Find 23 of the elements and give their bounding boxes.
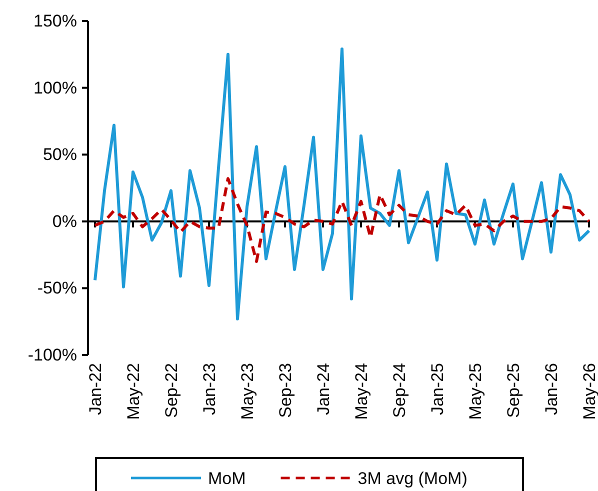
x-tick-label: May-25 [466,363,485,420]
y-tick-label: 100% [34,78,77,98]
x-tick-label: May-22 [124,363,143,420]
x-tick-label: May-23 [238,363,257,420]
x-tick-label: Jan-23 [200,363,219,415]
y-tick-label: 50% [42,145,77,164]
x-tick-label: Sep-24 [390,363,409,418]
x-tick-label: Sep-25 [504,363,523,418]
x-tick-label: Jan-26 [542,363,561,415]
line-series [94,48,590,320]
x-tick-label: Jan-22 [86,363,105,415]
x-tick-label: Jan-24 [314,363,333,415]
legend-label: MoM [208,469,246,488]
legend-label: 3M avg (MoM) [358,469,468,488]
x-tick-label: Sep-22 [162,363,181,418]
x-tick-label: May-24 [352,363,371,420]
y-tick-label: 0% [52,212,77,231]
x-tick-label: Sep-23 [276,363,295,418]
y-tick-label: 150% [34,11,77,30]
y-tick-label: -100% [28,345,77,364]
x-tick-label: Jan-25 [428,363,447,415]
line-series [94,177,590,263]
y-tick-label: -50% [37,278,77,298]
